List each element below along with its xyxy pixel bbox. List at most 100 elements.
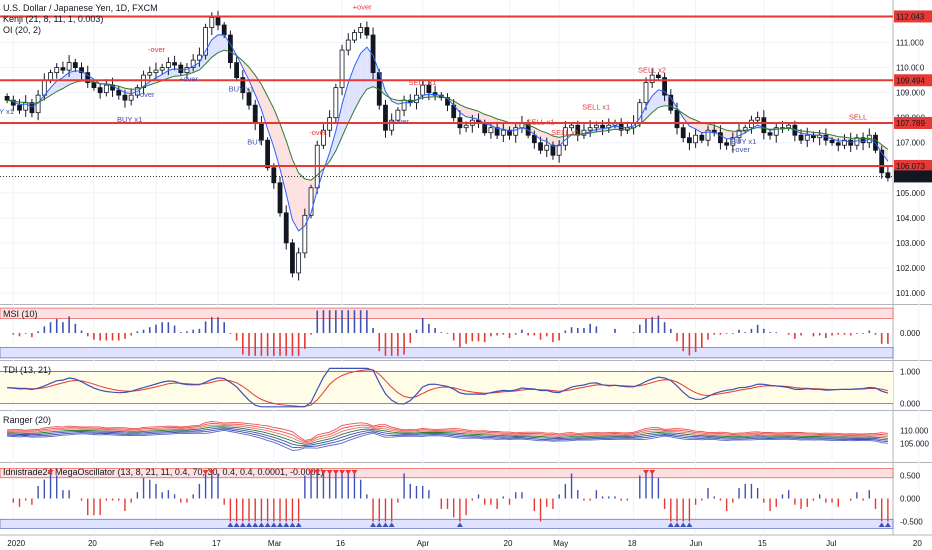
osc-buy-marker — [382, 522, 389, 528]
sell-signal-label: SELL x1 — [526, 118, 554, 127]
candle-down — [531, 134, 537, 144]
candle-up — [488, 127, 494, 134]
ranger-tick-label: 110.000 — [900, 426, 929, 435]
candle-down — [246, 92, 252, 106]
candle-down — [252, 104, 258, 124]
osc-sell-marker — [351, 469, 358, 475]
candle-down — [72, 62, 78, 69]
candle-down — [215, 17, 221, 26]
candle-up — [358, 27, 364, 33]
chart-title: U.S. Dollar / Japanese Yen, 1D, FXCM — [3, 3, 158, 13]
candle-up — [513, 127, 519, 136]
last-price-tag — [894, 170, 932, 183]
candle-up — [153, 69, 159, 74]
candle-up — [147, 72, 153, 76]
candle-up — [321, 129, 326, 146]
sell-signal-label: -over — [309, 128, 327, 137]
candle-up — [203, 27, 208, 56]
candle-down — [662, 77, 667, 96]
osc-sell-marker — [47, 469, 54, 475]
candle-down — [172, 62, 177, 66]
candle-up — [587, 127, 593, 131]
osc-buy-marker — [270, 522, 277, 528]
candle-up — [643, 82, 649, 104]
candle-down — [798, 134, 804, 141]
candle-down — [116, 89, 122, 96]
price-tick-label: 101.000 — [896, 289, 925, 298]
candle-down — [879, 149, 885, 174]
candle-down — [885, 172, 891, 179]
osc-buy-marker — [376, 522, 383, 528]
candle-down — [97, 87, 103, 94]
candle-up — [742, 127, 748, 131]
sell-signal-label: -over — [148, 45, 166, 54]
candle-up — [48, 72, 53, 81]
candle-up — [165, 62, 171, 69]
osc-buy-marker — [252, 522, 259, 528]
price-tick-label: 105.000 — [896, 189, 925, 198]
level-price-label: 107.789 — [896, 119, 925, 128]
candle-up — [544, 144, 550, 151]
osc-buy-marker — [674, 522, 681, 528]
candle-up — [773, 127, 779, 136]
osc-sell-marker — [314, 469, 321, 475]
candle-down — [178, 64, 184, 74]
candle-down — [432, 92, 438, 96]
candle-down — [848, 139, 854, 146]
osc-lower-zone — [0, 518, 894, 529]
candle-down — [674, 109, 680, 129]
kenji-cloud-segment — [193, 62, 200, 73]
kenji-cloud-segment — [217, 34, 225, 53]
candle-up — [128, 94, 134, 101]
candle-up — [308, 187, 314, 216]
candle-down — [290, 242, 295, 274]
osc-buy-marker — [258, 522, 265, 528]
candle-up — [103, 84, 109, 94]
candle-up — [352, 32, 357, 41]
time-tick-label: Jul — [826, 539, 836, 548]
price-tick-label: 104.000 — [896, 214, 925, 223]
buy-signal-label: BUY — [247, 138, 262, 147]
osc-sell-marker — [320, 469, 327, 475]
osc-buy-marker — [277, 522, 284, 528]
candle-down — [240, 77, 246, 94]
time-tick-label: 16 — [336, 539, 345, 548]
candle-down — [4, 96, 10, 101]
osc-buy-marker — [289, 522, 296, 528]
ranger-band-line — [7, 429, 888, 451]
candle-up — [395, 109, 401, 121]
candle-down — [265, 139, 271, 169]
candle-up — [569, 124, 574, 129]
candle-up — [736, 129, 742, 139]
candle-down — [17, 104, 22, 111]
time-tick-label: Mar — [268, 539, 282, 548]
kenji-cloud-segment — [211, 34, 218, 58]
kenji-fast-line — [6, 34, 889, 232]
price-tick-label: 110.000 — [896, 64, 925, 73]
candle-up — [339, 49, 345, 89]
buy-signal-label: BUY x1 — [229, 85, 254, 94]
candle-down — [761, 117, 767, 134]
time-tick-label: 20 — [504, 539, 513, 548]
candle-down — [283, 212, 289, 244]
time-tick-label: 18 — [628, 539, 637, 548]
osc-buy-marker — [283, 522, 290, 528]
last-price-label: 105.655 — [896, 172, 925, 181]
candle-down — [655, 74, 661, 79]
candle-up — [755, 117, 761, 121]
sell-signal-label: SELL x2 — [638, 66, 666, 75]
candle-up — [401, 99, 407, 111]
sell-signal-label: SELL x1 — [582, 103, 610, 112]
osc-buy-marker — [388, 522, 395, 528]
level-price-label: 112.043 — [896, 12, 925, 21]
tdi-tick-label: 1.000 — [900, 368, 921, 377]
candle-up — [190, 59, 196, 69]
candle-down — [91, 82, 97, 89]
candle-down — [221, 24, 227, 36]
kenji-cloud-segment — [255, 75, 262, 110]
kenji-cloud-segment — [261, 84, 268, 130]
time-tick-label: 20 — [913, 539, 922, 548]
osc-buy-marker — [680, 522, 687, 528]
price-tick-label: 107.000 — [896, 139, 925, 148]
